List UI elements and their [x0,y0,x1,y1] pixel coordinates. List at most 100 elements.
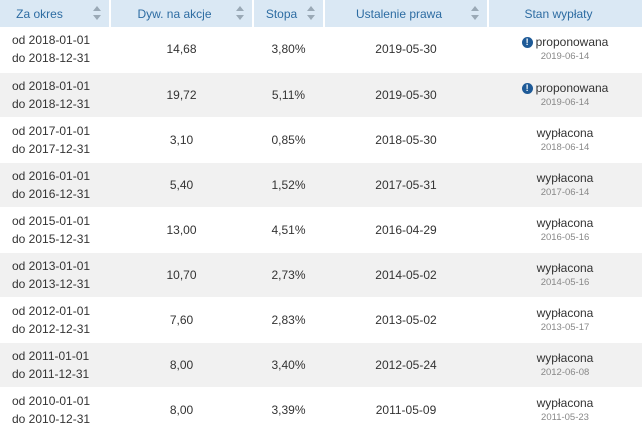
period-from: od 2010-01-01 [12,393,91,408]
status-line: wypłacona [488,395,642,411]
table-row: od 2015-01-01 do 2015-12-31 13,00 4,51% 2016… [0,207,642,253]
period-cell: od 2013-01-01 do 2013-12-31 [0,252,110,298]
column-header-label: Ustalenie prawa [355,6,443,21]
period-from: od 2016-01-01 [12,168,91,183]
status-label: proponowana [535,35,609,50]
period-from: od 2018-01-01 [12,33,91,48]
period-cell: od 2016-01-01 do 2016-12-31 [0,162,110,208]
record-date-cell: 2014-05-02 [324,252,488,298]
record-date-cell: 2018-05-30 [324,117,488,163]
table-row: od 2017-01-01 do 2017-12-31 3,10 0,85% 2018-… [0,117,642,163]
status-cell: ! proponowana 2019-06-14 [488,72,642,118]
period-from: od 2012-01-01 [12,303,91,318]
sort-icon[interactable] [236,6,244,20]
status-cell: wypłacona 2014-05-16 [488,252,642,298]
status-label: wypłacona [536,125,594,140]
sort-icon[interactable] [307,6,315,20]
period-from: od 2018-01-01 [12,78,91,93]
payment-date: 2017-06-14 [540,186,590,198]
dividend-cell: 8,00 [110,342,253,388]
rate-cell: 3,39% [253,387,324,433]
period-to: do 2013-12-31 [12,276,91,291]
record-date-cell: 2012-05-24 [324,342,488,388]
status-line: ! proponowana [488,34,642,50]
period-cell: od 2015-01-01 do 2015-12-31 [0,207,110,253]
table-row: od 2010-01-01 do 2010-12-31 8,00 3,39% 2011-… [0,387,642,433]
period-cell: od 2018-01-01 do 2018-12-31 [0,27,110,73]
period-to: do 2016-12-31 [12,186,91,201]
column-header-label: Za okres [16,6,63,21]
sort-icon[interactable] [471,6,479,20]
dividend-cell: 13,00 [110,207,253,253]
column-header-label: Stan wypłaty [524,6,593,21]
dividend-cell: 5,40 [110,162,253,208]
status-label: wypłacona [536,395,594,410]
table-row: od 2012-01-01 do 2012-12-31 7,60 2,83% 2013-… [0,297,642,343]
column-header-label: Stopa [265,6,298,21]
dividend-cell: 14,68 [110,27,253,73]
period-to: do 2018-12-31 [12,51,91,66]
status-cell: ! proponowana 2019-06-14 [488,27,642,73]
status-line: wypłacona [488,170,642,186]
dividend-cell: 10,70 [110,252,253,298]
dividend-cell: 8,00 [110,387,253,433]
record-date-cell: 2013-05-02 [324,297,488,343]
status-cell: wypłacona 2012-06-08 [488,342,642,388]
period-to: do 2017-12-31 [12,141,91,156]
table-row: od 2013-01-01 do 2013-12-31 10,70 2,73% 2014… [0,252,642,298]
table-row: od 2011-01-01 do 2011-12-31 8,00 3,40% 2012-… [0,342,642,388]
status-line: wypłacona [488,125,642,141]
record-date-cell: 2019-05-30 [324,72,488,118]
exclamation-circle-icon[interactable]: ! [521,82,533,94]
rate-cell: 1,52% [253,162,324,208]
period-to: do 2011-12-31 [12,366,90,381]
status-line: wypłacona [488,305,642,321]
record-date-cell: 2019-05-30 [324,27,488,73]
status-line: ! proponowana [488,80,642,96]
column-header-dividend[interactable]: Dyw. na akcje [110,0,254,27]
period-cell: od 2011-01-01 do 2011-12-31 [0,342,110,388]
period-from: od 2011-01-01 [12,348,90,363]
period-to: do 2018-12-31 [12,96,91,111]
payment-date: 2019-06-14 [540,96,590,108]
rate-cell: 2,83% [253,297,324,343]
payment-date: 2013-05-17 [540,321,590,333]
rate-cell: 2,73% [253,252,324,298]
status-label: wypłacona [536,305,594,320]
period-cell: od 2012-01-01 do 2012-12-31 [0,297,110,343]
record-date-cell: 2011-05-09 [324,387,488,433]
period-from: od 2013-01-01 [12,258,91,273]
status-line: wypłacona [488,350,642,366]
rate-cell: 0,85% [253,117,324,163]
status-label: wypłacona [536,350,594,365]
column-header-period[interactable]: Za okres [0,0,111,27]
status-label: proponowana [535,80,609,95]
payment-date: 2011-05-23 [541,411,589,423]
column-header-status[interactable]: Stan wypłaty [488,0,642,27]
status-cell: wypłacona 2018-06-14 [488,117,642,163]
status-line: wypłacona [488,260,642,276]
record-date-cell: 2017-05-31 [324,162,488,208]
period-to: do 2012-12-31 [12,321,91,336]
table-row: od 2018-01-01 do 2018-12-31 14,68 3,80% 2019… [0,27,642,73]
status-line: wypłacona [488,215,642,231]
payment-date: 2012-06-08 [540,366,590,378]
status-label: wypłacona [536,215,594,230]
period-to: do 2015-12-31 [12,231,91,246]
sort-icon[interactable] [93,6,101,20]
column-header-record-date[interactable]: Ustalenie prawa [324,0,489,27]
exclamation-circle-icon[interactable]: ! [521,37,533,49]
status-label: wypłacona [536,170,594,185]
payment-date: 2016-05-16 [540,231,590,243]
status-cell: wypłacona 2011-05-23 [488,387,642,433]
period-cell: od 2018-01-01 do 2018-12-31 [0,72,110,118]
status-cell: wypłacona 2017-06-14 [488,162,642,208]
column-header-rate[interactable]: Stopa [253,0,325,27]
payment-date: 2018-06-14 [540,141,590,153]
table-row: od 2018-01-01 do 2018-12-31 19,72 5,11% 2019… [0,72,642,118]
period-cell: od 2017-01-01 do 2017-12-31 [0,117,110,163]
status-cell: wypłacona 2016-05-16 [488,207,642,253]
column-header-label: Dyw. na akcje [137,6,212,21]
header-row: Za okres Dyw. na akcje Stopa Ustalenie p… [0,0,642,27]
